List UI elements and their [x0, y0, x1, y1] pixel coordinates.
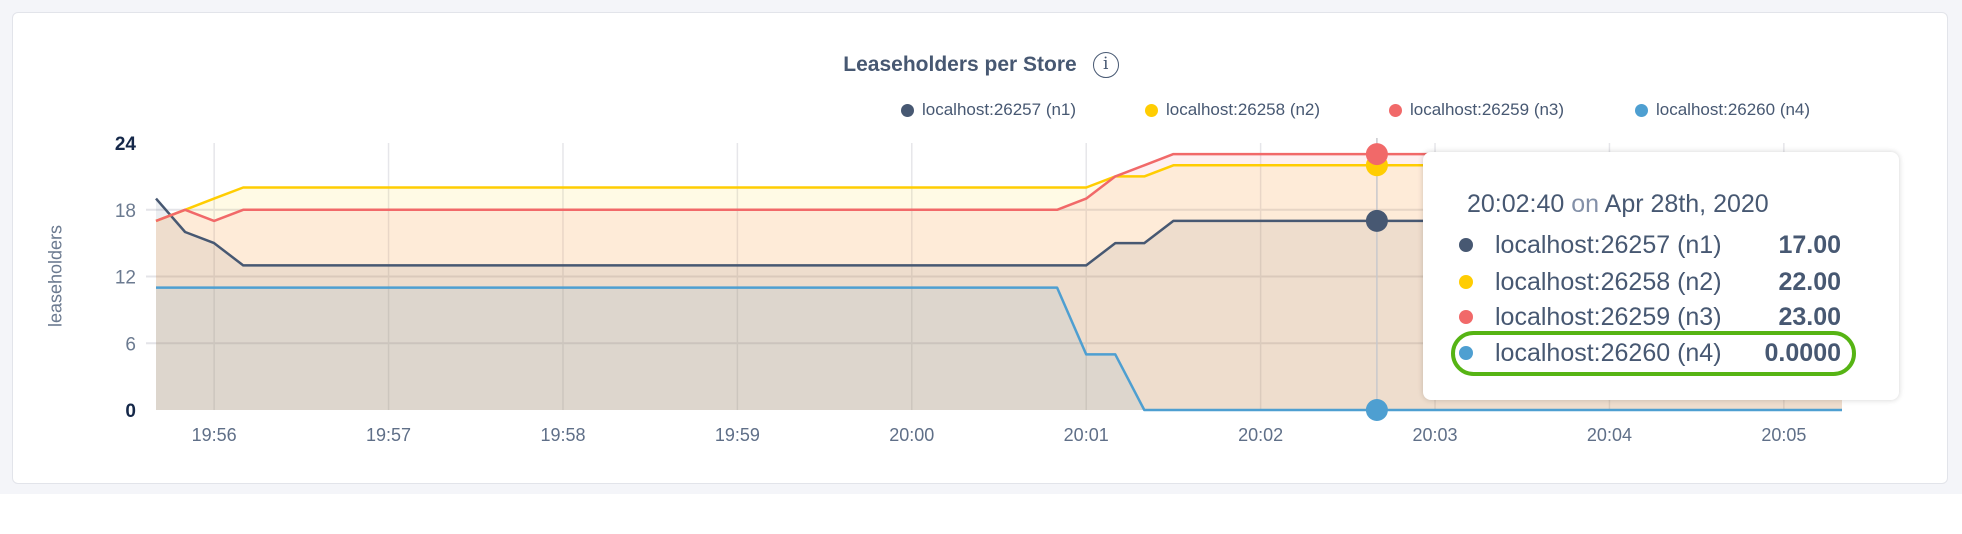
hover-point-n1	[1365, 209, 1388, 232]
legend-dot-icon	[901, 103, 914, 117]
highlight-ring	[1451, 331, 1856, 376]
x-tick-label: 20:03	[1413, 425, 1458, 445]
tooltip-time: 20:02:40	[1467, 190, 1565, 218]
series-area-n1	[156, 198, 1842, 410]
tooltip-row: localhost:26260 (n4) 0.0000	[1459, 336, 1841, 370]
x-tick-label: 20:04	[1587, 425, 1632, 445]
y-tick-label: 18	[115, 201, 136, 222]
tooltip-row-value: 0.0000	[1764, 338, 1841, 367]
legend-item[interactable]: localhost:26259 (n3)	[1389, 100, 1564, 120]
legend-label: localhost:26258 (n2)	[1166, 100, 1321, 119]
tooltip: 20:02:40 on Apr 28th, 2020 localhost:262…	[1423, 152, 1899, 400]
x-tick-label: 19:59	[715, 425, 760, 445]
y-tick-label: 0	[125, 401, 136, 422]
y-tick-label: 24	[115, 134, 137, 155]
x-tick-label: 19:58	[540, 425, 585, 445]
chart-title-text: Leaseholders per Store	[843, 53, 1077, 76]
legend-label: localhost:26260 (n4)	[1656, 100, 1811, 119]
tooltip-row: localhost:26259 (n3) 23.00	[1459, 300, 1841, 334]
series-dot-icon	[1459, 275, 1473, 289]
tooltip-row: localhost:26257 (n1) 17.00	[1459, 228, 1841, 262]
series-dot-icon	[1459, 346, 1473, 360]
legend-label: localhost:26257 (n1)	[922, 100, 1077, 119]
legend-dot-icon	[1389, 103, 1402, 117]
tooltip-row: localhost:26258 (n2) 22.00	[1459, 265, 1841, 299]
tooltip-row-value: 22.00	[1778, 267, 1841, 296]
x-tick-label: 20:02	[1238, 425, 1283, 445]
legend-dot-icon	[1635, 103, 1648, 117]
tooltip-row-label: localhost:26260 (n4)	[1495, 338, 1722, 367]
legend-dot-icon	[1145, 103, 1158, 117]
series-dot-icon	[1459, 310, 1473, 324]
x-tick-label: 19:57	[366, 425, 411, 445]
hover-point-n4	[1365, 399, 1388, 421]
tooltip-row-value: 23.00	[1778, 302, 1841, 331]
info-icon[interactable]: i	[1092, 52, 1119, 78]
tooltip-timestamp: 20:02:40 on Apr 28th, 2020	[1467, 190, 1769, 219]
chart-title: Leaseholders per Store i	[0, 52, 1962, 78]
legend-item[interactable]: localhost:26257 (n1)	[901, 100, 1076, 120]
tooltip-row-label: localhost:26257 (n1)	[1495, 230, 1722, 259]
x-tick-label: 20:00	[889, 425, 934, 445]
tooltip-date: Apr 28th, 2020	[1604, 190, 1769, 218]
series-dot-icon	[1459, 238, 1473, 252]
x-tick-label: 19:56	[192, 425, 237, 445]
y-tick-label: 6	[125, 334, 136, 355]
tooltip-row-label: localhost:26259 (n3)	[1495, 302, 1722, 331]
legend-label: localhost:26259 (n3)	[1410, 100, 1565, 119]
x-tick-label: 20:01	[1064, 425, 1109, 445]
series-area-n4	[156, 287, 1842, 410]
tooltip-row-label: localhost:26258 (n2)	[1495, 267, 1722, 296]
series-area-n3	[156, 154, 1842, 410]
x-tick-label: 20:05	[1761, 425, 1806, 445]
tooltip-on: on	[1571, 190, 1600, 218]
tooltip-row-value: 17.00	[1778, 230, 1841, 259]
legend-item[interactable]: localhost:26258 (n2)	[1145, 100, 1320, 120]
legend-item[interactable]: localhost:26260 (n4)	[1635, 100, 1810, 120]
series-line-n4	[156, 286, 1842, 412]
y-tick-label: 12	[115, 268, 136, 289]
hover-point-n3	[1365, 143, 1388, 166]
